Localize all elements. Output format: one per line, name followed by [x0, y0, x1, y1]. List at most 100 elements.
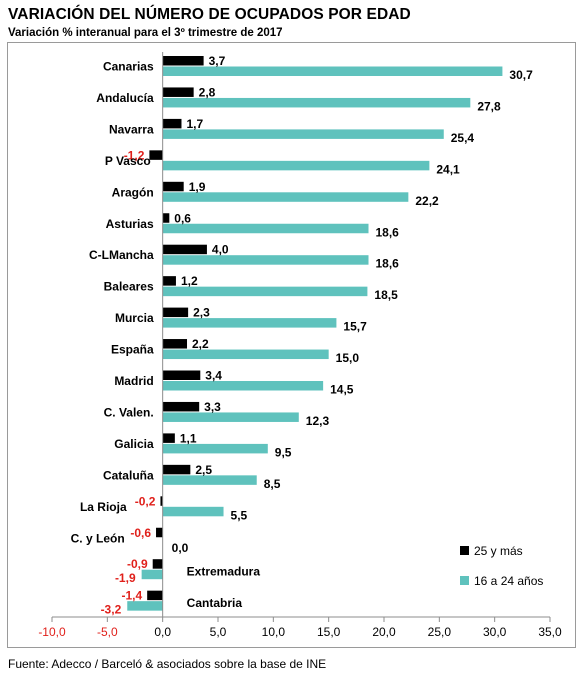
category-label: Extremadura: [187, 565, 261, 579]
category-label: Canarias: [103, 60, 154, 74]
data-label-16: 15,7: [343, 320, 367, 334]
bar-16-a-24: [162, 255, 369, 265]
chart-subtitle: Variación % interanual para el 3º trimes…: [8, 27, 283, 39]
legend-swatch-25: [460, 546, 469, 555]
data-label-16: 27,8: [477, 99, 501, 113]
data-label-16: 15,0: [336, 351, 360, 365]
category-label: Baleares: [104, 280, 154, 294]
bar-16-a-24: [162, 160, 430, 171]
data-label-16: 12,3: [306, 414, 330, 428]
bar-25-y-mas: [162, 433, 175, 443]
data-label-16: 18,6: [376, 225, 400, 239]
data-label-25: -0,9: [127, 557, 148, 571]
data-label-16: 5,5: [231, 508, 248, 522]
data-label-25: -0,2: [135, 494, 156, 508]
bar-16-a-24: [162, 129, 444, 139]
category-label: C. Valen.: [104, 405, 154, 419]
data-label-25: 0,6: [174, 211, 191, 225]
data-label-25: 2,5: [195, 463, 212, 477]
legend-swatch-16: [460, 576, 469, 585]
data-label-25: -0,6: [130, 526, 151, 540]
bar-25-y-mas: [162, 307, 189, 318]
data-label-16: -3,2: [101, 603, 122, 617]
legend-label-16: 16 a 24 años: [474, 574, 543, 588]
legend-label-25: 25 y más: [474, 544, 523, 558]
category-label: España: [111, 343, 154, 357]
x-tick-label: 30,0: [483, 625, 507, 639]
category-label: La Rioja: [80, 500, 127, 514]
bar-16-a-24: [162, 381, 324, 391]
x-tick-label: 5,0: [210, 625, 227, 639]
bar-16-a-24: [162, 286, 368, 297]
data-label-16: 14,5: [330, 383, 354, 397]
x-tick-label: -5,0: [97, 625, 118, 639]
data-label-25: -1,4: [121, 589, 142, 603]
data-label-16: 18,5: [374, 288, 398, 302]
category-label: P Vasco: [105, 154, 151, 168]
data-label-25: 3,7: [209, 54, 226, 68]
data-label-25: 2,3: [193, 306, 210, 320]
bar-25-y-mas: [156, 527, 163, 538]
data-label-16: 8,5: [264, 477, 281, 491]
category-label: Madrid: [114, 374, 153, 388]
x-tick-label: 25,0: [428, 625, 452, 639]
data-label-16: 22,2: [415, 194, 439, 208]
bar-25-y-mas: [162, 87, 194, 97]
bar-25-y-mas: [162, 276, 176, 286]
x-tick-label: 20,0: [372, 625, 396, 639]
chart-title: VARIACIÓN DEL NÚMERO DE OCUPADOS POR EDA…: [8, 6, 411, 23]
data-label-25: 4,0: [212, 243, 229, 257]
bar-16-a-24: [162, 97, 471, 108]
bar-25-y-mas: [147, 590, 163, 601]
bar-25-y-mas: [162, 181, 184, 192]
bar-25-y-mas: [162, 244, 207, 255]
bar-16-a-24: [162, 412, 299, 422]
bar-25-y-mas: [162, 213, 170, 223]
data-label-25: 3,4: [205, 369, 222, 383]
bar-25-y-mas: [162, 118, 182, 129]
data-label-25: 1,7: [186, 117, 203, 131]
data-label-25: 1,9: [189, 180, 206, 194]
bar-25-y-mas: [162, 339, 188, 349]
data-label-25: 1,1: [180, 431, 197, 445]
category-label: Galicia: [114, 437, 154, 451]
category-label: Navarra: [109, 122, 154, 136]
category-label: Aragón: [112, 185, 154, 199]
data-label-25: -1,2: [124, 148, 145, 162]
category-label: Murcia: [115, 311, 154, 325]
bar-16-a-24: [162, 349, 329, 360]
category-label: Cantabria: [187, 596, 243, 610]
bar-16-a-24: [162, 475, 257, 485]
category-label: Andalucía: [96, 91, 154, 105]
bar-25-y-mas: [162, 370, 201, 380]
bar-25-y-mas: [160, 496, 163, 506]
bar-25-y-mas: [162, 401, 200, 412]
x-tick-label: 35,0: [538, 625, 562, 639]
data-label-16: -1,9: [115, 571, 136, 585]
data-label-25: 2,8: [199, 85, 216, 99]
data-label-25: 3,3: [204, 400, 221, 414]
bar-25-y-mas: [152, 559, 163, 569]
bar-16-a-24: [162, 223, 369, 234]
data-label-16: 9,5: [275, 445, 292, 459]
category-label: Asturias: [106, 217, 154, 231]
x-tick-label: -10,0: [38, 625, 66, 639]
category-label: C. y León: [71, 531, 125, 545]
bar-16-a-24: [162, 506, 224, 517]
chart-frame: [7, 42, 576, 648]
data-label-16: 25,4: [451, 131, 475, 145]
bar-16-a-24: [162, 192, 409, 202]
bar-25-y-mas: [149, 150, 163, 160]
x-tick-label: 0,0: [154, 625, 171, 639]
data-label-16: 30,7: [509, 68, 533, 82]
source-note: Fuente: Adecco / Barceló & asociados sob…: [8, 657, 327, 671]
category-label: Cataluña: [103, 468, 154, 482]
data-label-25: 1,2: [181, 274, 198, 288]
bar-16-a-24: [162, 66, 503, 76]
bar-16-a-24: [162, 443, 268, 454]
bar-16-a-24: [162, 318, 337, 328]
x-tick-label: 15,0: [317, 625, 341, 639]
data-label-16: 24,1: [436, 162, 460, 176]
bar-16-a-24: [141, 569, 163, 580]
